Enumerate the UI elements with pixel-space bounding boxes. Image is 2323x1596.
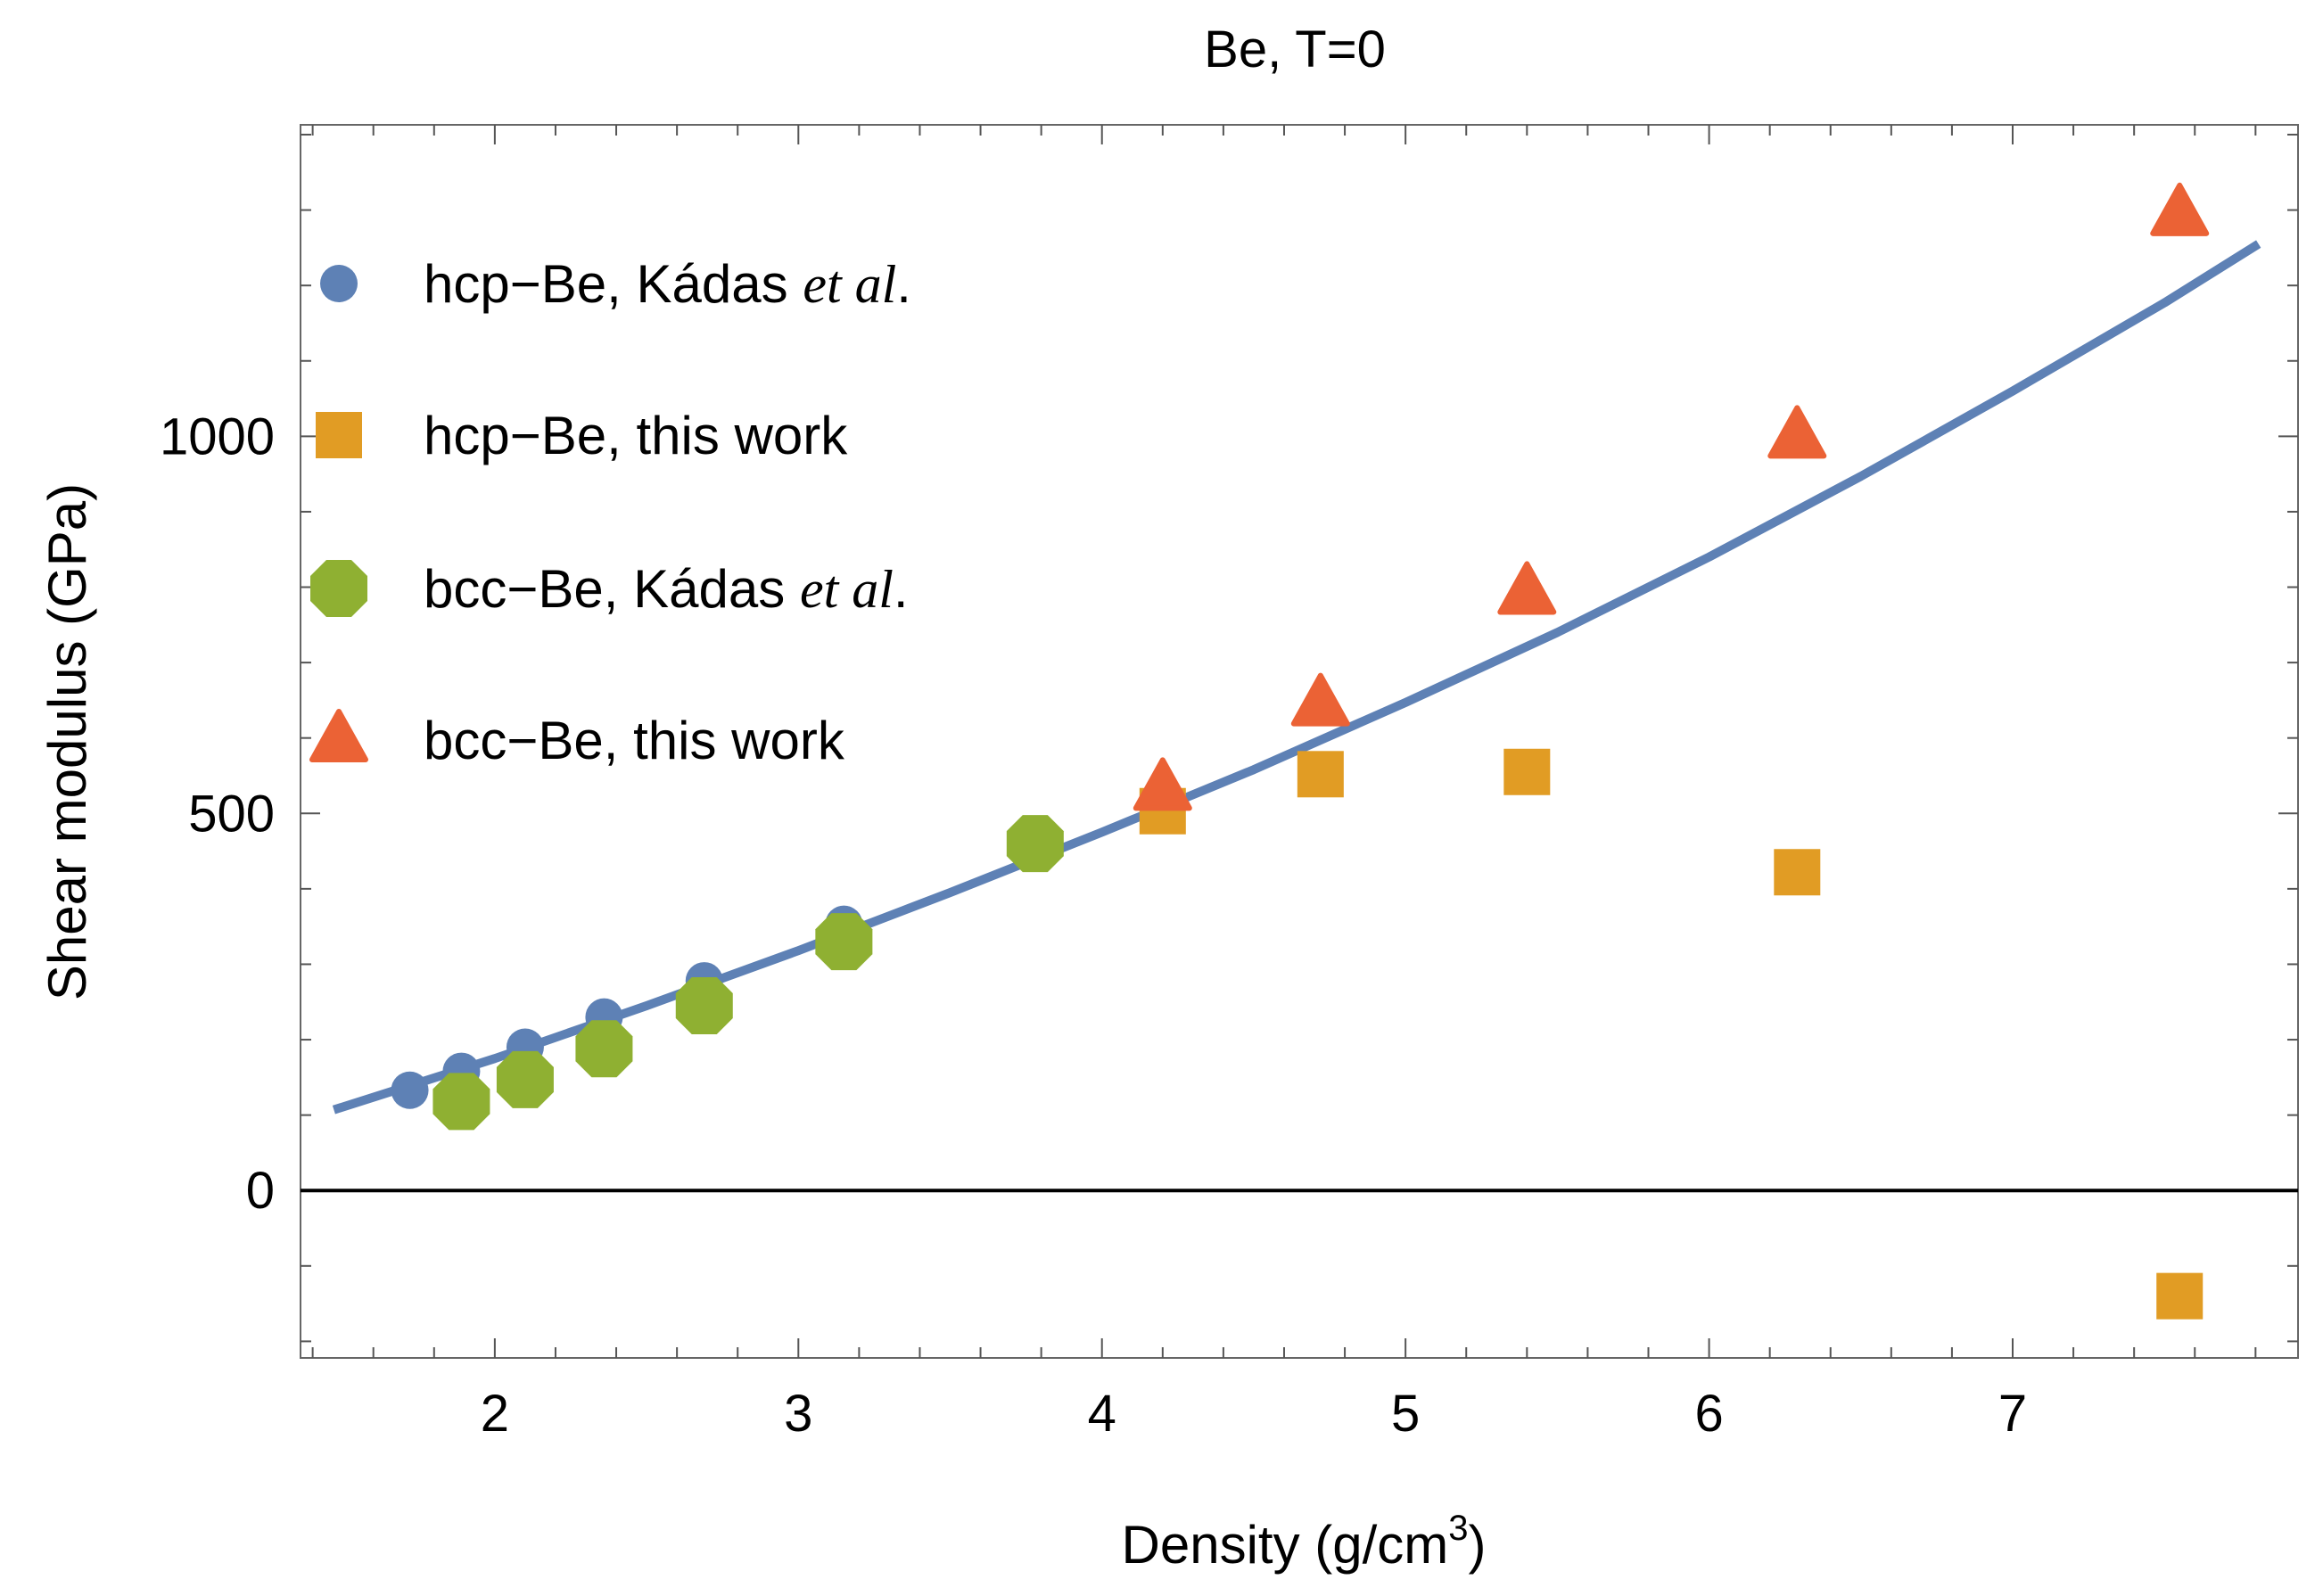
legend-marker-circle xyxy=(320,265,358,302)
fit-line xyxy=(332,240,2261,1115)
plot-frame xyxy=(300,124,2299,1359)
x-tick-label: 2 xyxy=(481,1385,509,1443)
legend-item: bcc−Be, Kádas et al. xyxy=(310,559,909,619)
y-axis-title: Shear modulus (GPa) xyxy=(37,483,97,1000)
data-point-circle xyxy=(391,1071,429,1109)
data-point-square xyxy=(1774,849,1821,896)
legend-label-text: bcc−Be, this work xyxy=(424,711,845,770)
data-point-triangle xyxy=(2150,182,2210,236)
tick-labels: 2 3 4 5 6 7 0 500 1000 xyxy=(160,407,2027,1443)
legend-label: bcc−Be, this work xyxy=(424,711,845,770)
series-triangle-points xyxy=(1133,182,2210,811)
data-point-diamond xyxy=(432,1073,490,1131)
data-point-diamond xyxy=(815,913,873,971)
data-point-diamond xyxy=(496,1050,554,1108)
x-tick-label: 5 xyxy=(1391,1385,1420,1443)
legend-label-text: bcc−Be, Kádas xyxy=(424,559,800,619)
data-point-diamond xyxy=(575,1020,633,1078)
legend-label: hcp−Be, this work xyxy=(424,406,848,465)
legend: hcp−Be, Kádas et al. hcp−Be, this work bcc… xyxy=(309,254,911,770)
series-square-points xyxy=(1139,748,2204,1320)
axis-ticks xyxy=(301,125,2298,1358)
legend-label-text: hcp−Be, Kádas xyxy=(424,254,803,314)
legend-label-etal: et al xyxy=(800,560,894,619)
chart-title: Be, T=0 xyxy=(1204,21,1386,78)
y-tick-label: 500 xyxy=(188,785,275,843)
legend-label-suffix: . xyxy=(896,254,911,314)
data-point-diamond xyxy=(1006,815,1064,873)
data-point-square xyxy=(2156,1272,2204,1320)
legend-marker-triangle xyxy=(309,709,368,762)
x-axis-title-superscript: 3 xyxy=(1448,1509,1468,1548)
x-axis-title: Density (g/cm3) xyxy=(1122,1509,1487,1575)
legend-marker-diamond xyxy=(310,560,367,617)
data-point-diamond xyxy=(675,976,733,1034)
legend-label: hcp−Be, Kádas et al. xyxy=(424,254,911,314)
data-point-triangle xyxy=(1133,757,1192,811)
x-tick-label: 3 xyxy=(784,1385,812,1443)
x-tick-label: 7 xyxy=(1998,1385,2027,1443)
legend-item: bcc−Be, this work xyxy=(309,709,845,770)
series-diamond-points xyxy=(432,815,1064,1131)
y-tick-label: 1000 xyxy=(160,407,275,465)
legend-label: bcc−Be, Kádas et al. xyxy=(424,559,909,619)
legend-item: hcp−Be, this work xyxy=(316,406,848,465)
x-tick-label: 4 xyxy=(1088,1385,1116,1443)
data-point-square xyxy=(1297,751,1344,798)
data-markers xyxy=(391,182,2210,1320)
y-tick-label: 0 xyxy=(246,1162,275,1220)
data-point-triangle xyxy=(1767,405,1827,459)
legend-label-suffix: . xyxy=(894,559,909,619)
data-point-triangle xyxy=(1497,561,1557,615)
data-point-triangle xyxy=(1290,672,1350,727)
legend-marker-square xyxy=(316,412,362,458)
x-tick-label: 6 xyxy=(1694,1385,1723,1443)
legend-item: hcp−Be, Kádas et al. xyxy=(320,254,911,314)
x-axis-title-end: ) xyxy=(1469,1515,1487,1575)
data-point-square xyxy=(1503,748,1551,795)
legend-label-etal: et al xyxy=(803,255,896,314)
legend-label-text: hcp−Be, this work xyxy=(424,406,848,465)
